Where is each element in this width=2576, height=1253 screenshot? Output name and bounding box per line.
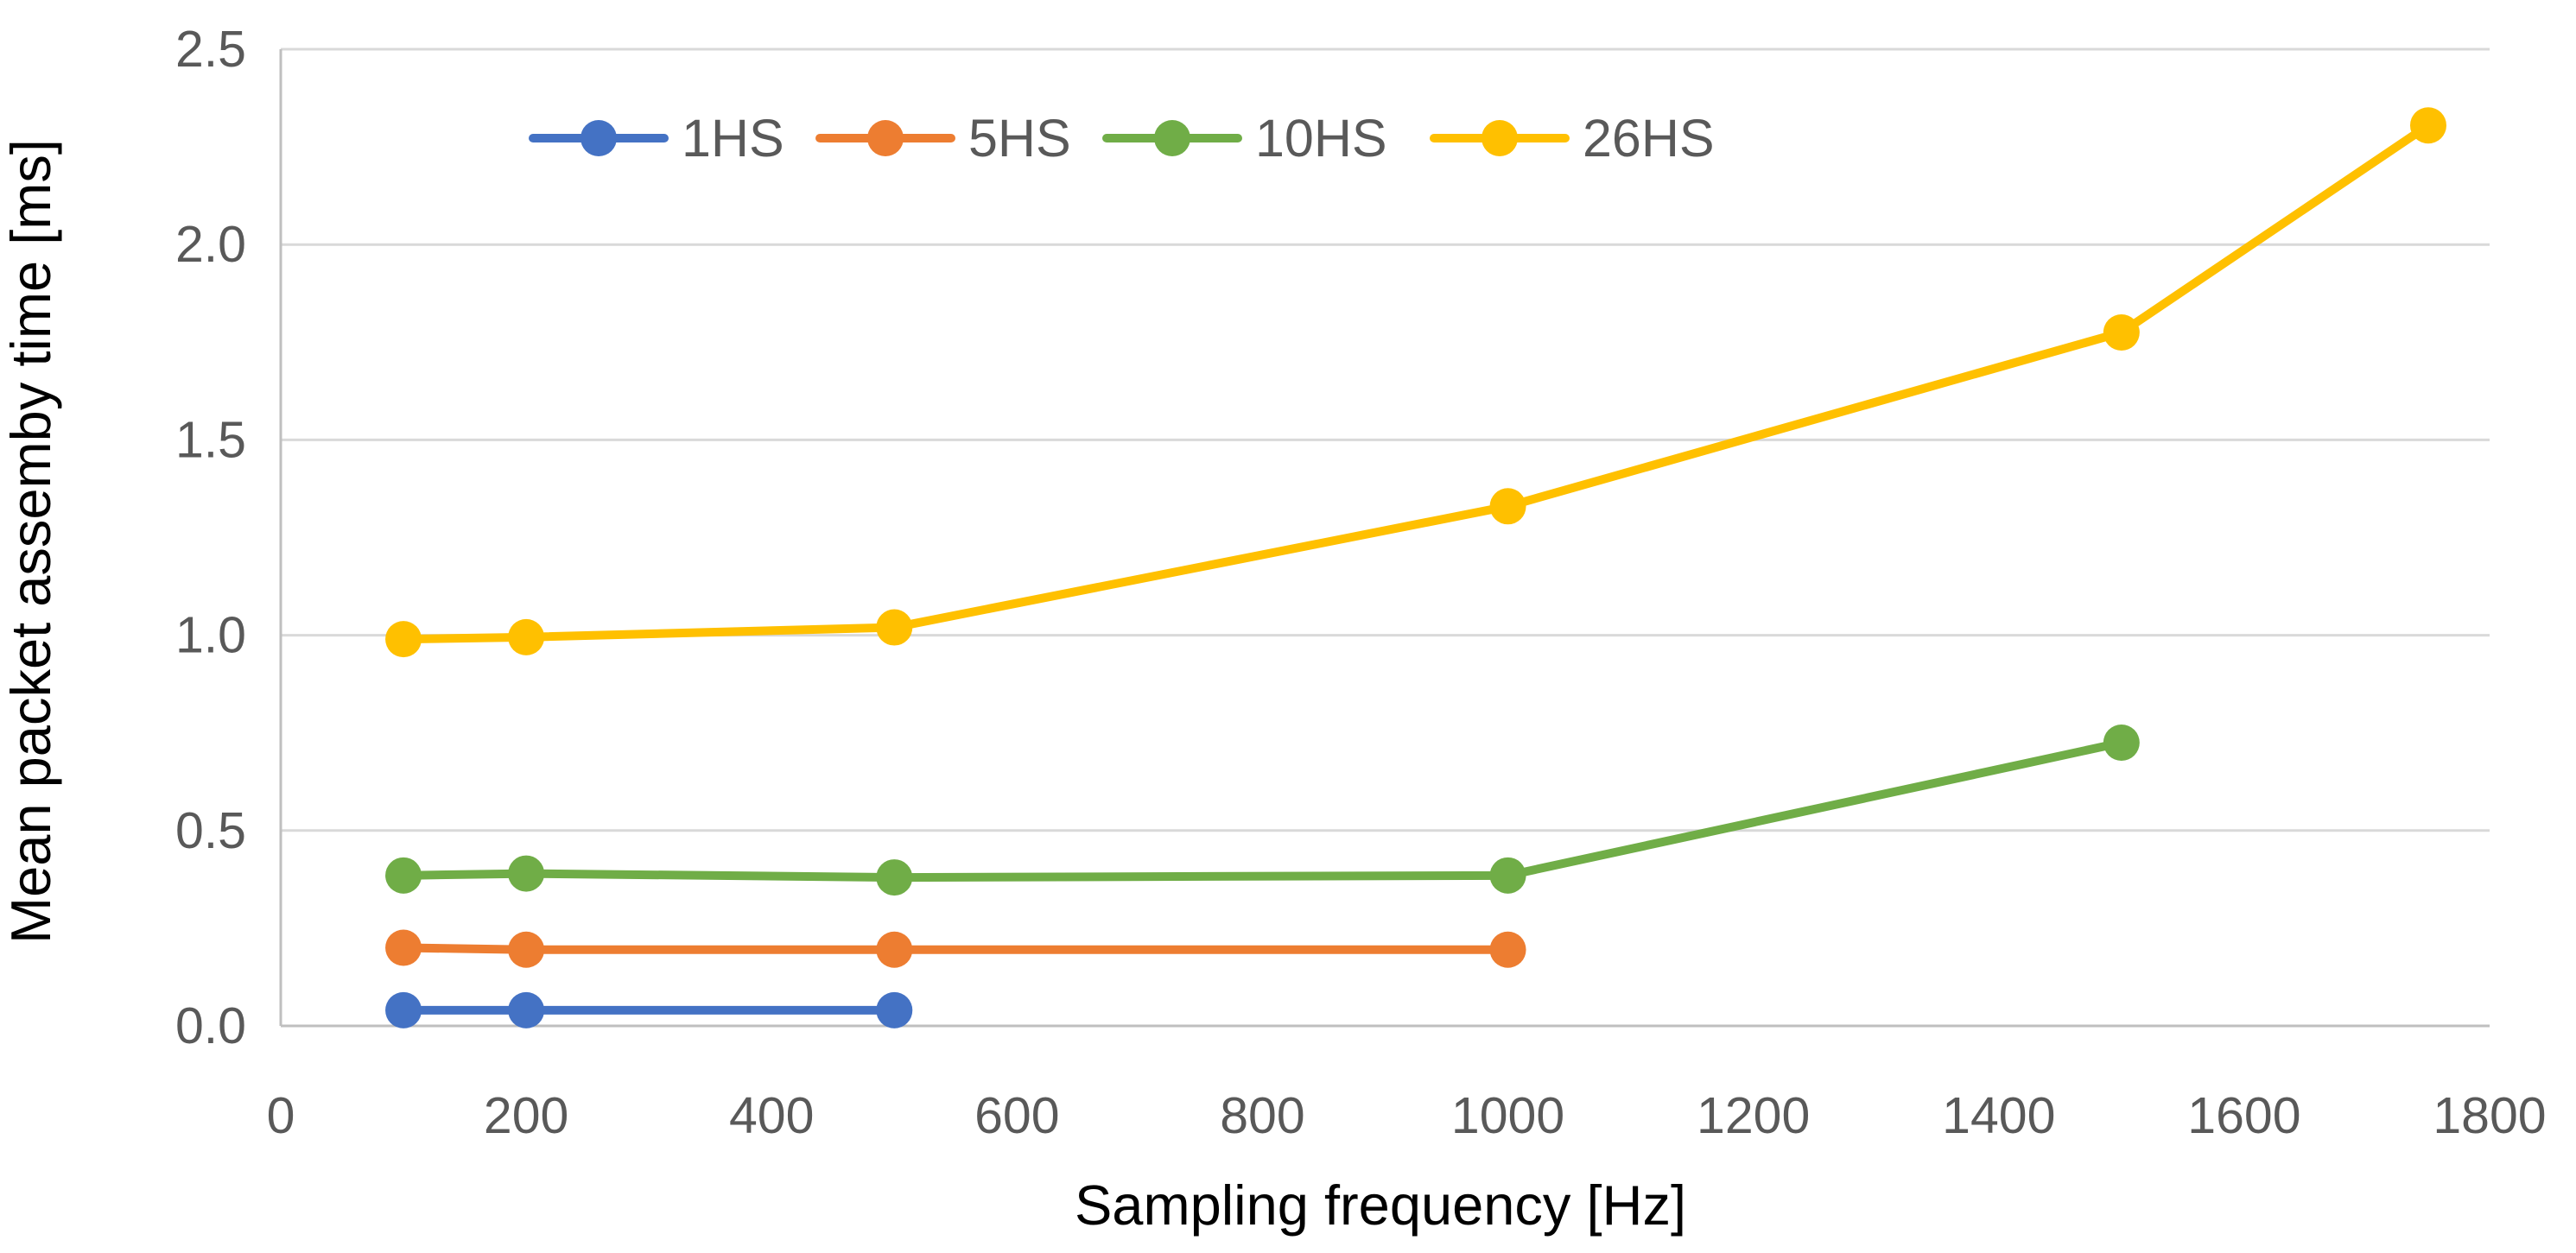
legend-marker [1154,120,1190,156]
legend-label: 5HS [968,109,1071,168]
legend-label: 10HS [1255,109,1387,168]
series-1hs [385,991,913,1028]
data-point [876,991,913,1028]
y-tick-label: 1.5 [175,411,246,468]
x-tick-label: 600 [974,1087,1059,1144]
x-tick-label: 400 [729,1087,814,1144]
data-point [876,859,913,896]
data-point [1489,857,1526,894]
y-axis-ticks: 0.0 0.5 1.0 1.5 2.0 2.5 [175,21,246,1054]
data-point [1489,488,1526,525]
x-tick-label: 200 [484,1087,568,1144]
legend-item-10hs: 10HS [1102,109,1387,168]
legend-label: 26HS [1583,109,1715,168]
y-tick-label: 1.0 [175,607,246,664]
y-axis-title: Mean packet assemby time [ms] [0,139,62,944]
y-tick-label: 0.0 [175,997,246,1054]
legend-marker [867,120,904,156]
x-tick-label: 1200 [1697,1087,1810,1144]
series-group [385,107,2446,1028]
x-tick-label: 1400 [1942,1087,2055,1144]
axes [279,49,2490,1028]
data-point [508,618,545,655]
y-tick-label: 2.0 [175,216,246,273]
x-tick-label: 800 [1220,1087,1304,1144]
data-point [2103,725,2140,762]
x-tick-label: 1600 [2187,1087,2300,1144]
series-5hs [385,929,1526,968]
data-point [508,991,545,1028]
data-point [385,991,422,1028]
data-point [508,931,545,968]
legend-item-26hs: 26HS [1430,109,1715,168]
legend-marker [581,120,617,156]
data-point [876,931,913,968]
x-tick-label: 0 [267,1087,295,1144]
data-point [1489,931,1526,968]
data-point [2409,107,2446,144]
legend: 1HS 5HS 10HS 26HS [529,109,1715,168]
legend-marker [1482,120,1518,156]
data-point [385,857,422,894]
series-26hs [385,107,2446,658]
x-tick-label: 1000 [1451,1087,1564,1144]
series-10hs [385,725,2140,896]
x-axis-title: Sampling frequency [Hz] [1075,1174,1686,1237]
legend-item-1hs: 1HS [529,109,784,168]
data-point [876,609,913,646]
series-line [399,738,2126,883]
data-point [508,855,545,892]
legend-label: 1HS [682,109,784,168]
y-tick-label: 2.5 [175,21,246,78]
data-point [385,621,422,658]
data-point [2103,313,2140,351]
legend-item-5hs: 5HS [815,109,1071,168]
data-point [385,929,422,966]
x-axis-ticks: 0 200 400 600 800 1000 1200 1400 1600 1800 [267,1087,2547,1144]
series-line [399,943,1513,954]
x-tick-label: 1800 [2433,1087,2546,1144]
y-tick-label: 0.5 [175,802,246,859]
series-line [399,121,2433,644]
